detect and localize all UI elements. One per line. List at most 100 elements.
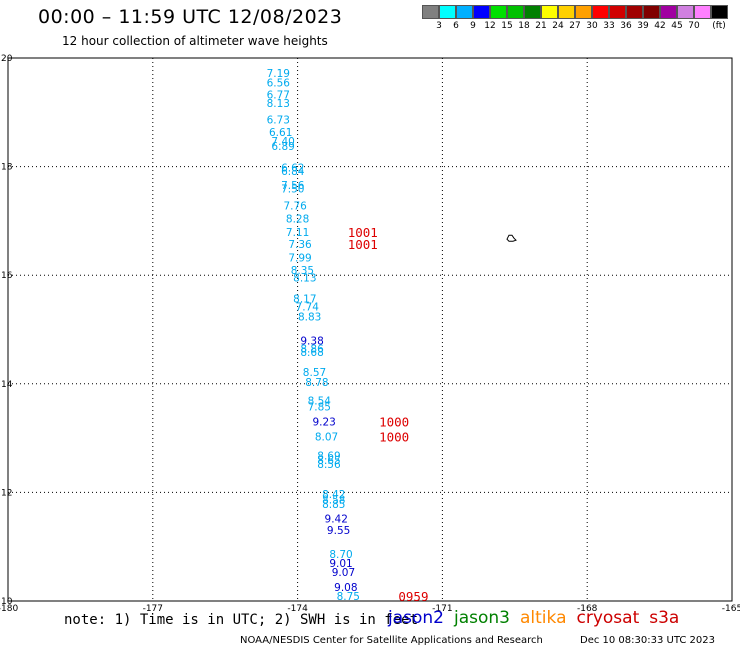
y-tick-label: 14	[1, 380, 13, 390]
pass-time-label: 1001	[348, 237, 378, 252]
color-scale-swatch	[643, 5, 660, 19]
page-subtitle: 12 hour collection of altimeter wave hei…	[62, 34, 328, 48]
color-scale-swatch	[456, 5, 473, 19]
wave-height-label: 6.56	[267, 77, 291, 89]
wave-height-label: 9.42	[325, 513, 348, 525]
y-tick-label: 10	[1, 597, 13, 607]
pass-time-label: 1000	[379, 429, 409, 444]
wave-height-label: 6.61	[269, 127, 292, 139]
wave-height-label: 8.70	[329, 549, 352, 561]
wave-height-label: 9.01	[329, 558, 352, 570]
color-scale-swatch	[626, 5, 643, 19]
y-tick-label: 16	[1, 271, 13, 281]
x-tick-label: -174	[287, 604, 308, 614]
color-scale: 3 6 9 12 15 18 21 24 27 30 33 36 39 42 45 70 (ft)	[422, 5, 728, 33]
color-scale-label: 45	[671, 21, 683, 31]
y-tick-label: 12	[1, 488, 12, 498]
color-scale-swatch	[422, 5, 439, 19]
wave-height-label: 8.13	[293, 272, 316, 284]
color-scale-swatch	[660, 5, 677, 19]
wave-height-label: 8.17	[293, 294, 316, 306]
color-scale-swatch	[541, 5, 558, 19]
color-scale-label: 18	[518, 21, 530, 31]
color-scale-swatch	[507, 5, 524, 19]
footer-credit: NOAA/NESDIS Center for Satellite Applica…	[240, 635, 543, 646]
wave-height-label: 8.56	[317, 459, 341, 471]
color-scale-swatch	[609, 5, 626, 19]
color-scale-label: 6	[453, 21, 459, 31]
wave-height-label: 6.77	[267, 89, 290, 101]
color-scale-label: 33	[603, 21, 615, 31]
wave-height-label: 8.85	[322, 499, 345, 511]
wave-height-label: 9.38	[300, 335, 323, 347]
footer-timestamp: Dec 10 08:30:33 UTC 2023	[580, 635, 715, 646]
x-tick-label: -168	[577, 604, 598, 614]
wave-height-label: 7.99	[288, 252, 311, 264]
y-tick-label: 20	[1, 54, 13, 64]
wave-height-label: 9.55	[327, 525, 350, 537]
wave-height-label: 8.75	[337, 591, 360, 603]
wave-height-label: 8.65	[317, 455, 340, 467]
wave-height-label: 8.35	[291, 265, 314, 277]
x-tick-label: -165	[722, 604, 740, 614]
color-scale-label: 21	[535, 21, 547, 31]
plot-frame	[7, 57, 733, 602]
wave-height-label: 8.57	[303, 367, 326, 379]
wave-height-label: 8.83	[298, 311, 321, 323]
wave-height-label: 9.23	[312, 416, 335, 428]
wave-height-label: 8.42	[322, 489, 345, 501]
color-scale-label: 9	[470, 21, 476, 31]
wave-height-label: 8.78	[305, 377, 328, 389]
color-scale-label: 27	[569, 21, 581, 31]
wave-height-label: 6.62	[281, 163, 304, 175]
wave-height-label: 7.50	[281, 183, 304, 195]
wave-height-label: 9.07	[332, 567, 355, 579]
color-scale-label: (ft)	[712, 21, 726, 31]
color-scale-label: 24	[552, 21, 564, 31]
legend-altika: altika	[520, 608, 567, 628]
x-tick-label: -177	[143, 604, 163, 614]
wave-height-label: 7.19	[267, 68, 290, 80]
pass-time-label: 0959	[398, 589, 428, 604]
legend-cryosat: cryosat	[576, 608, 640, 628]
color-scale-swatch	[711, 5, 728, 19]
wave-height-label: 8.69	[317, 450, 340, 462]
wave-height-label: 8.86	[300, 344, 324, 356]
wave-height-label: 7.56	[281, 180, 305, 192]
color-scale-swatch	[473, 5, 490, 19]
x-tick-label: -180	[0, 604, 18, 614]
wave-height-label: 7.76	[283, 201, 307, 213]
wave-height-label: 6.89	[271, 141, 294, 153]
wave-height-label: 8.58	[322, 494, 345, 506]
wave-height-label: 8.07	[315, 431, 338, 443]
island-outline	[506, 234, 517, 242]
wave-height-label: 8.28	[286, 214, 309, 226]
color-scale-label: 30	[586, 21, 598, 31]
wave-height-label: 7.11	[286, 227, 309, 239]
color-scale-swatch	[677, 5, 694, 19]
color-scale-swatch	[524, 5, 541, 19]
wave-height-label: 9.08	[334, 582, 357, 594]
color-scale-swatch	[490, 5, 507, 19]
color-scale-labels: 3 6 9 12 15 18 21 24 27 30 33 36 39 42 45 70 (ft)	[422, 19, 728, 33]
wave-height-label: 6.84	[281, 166, 305, 178]
wave-height-label: 7.85	[308, 402, 331, 414]
wave-height-label: 7.36	[288, 239, 312, 251]
legend-jason3: jason3	[454, 608, 510, 628]
color-scale-label: 12	[484, 21, 496, 31]
pass-time-label: 1000	[379, 414, 409, 429]
color-scale-swatches	[422, 5, 728, 19]
color-scale-label: 42	[654, 21, 666, 31]
color-scale-swatch	[558, 5, 575, 19]
wave-height-label: 7.74	[296, 302, 320, 314]
color-scale-swatch	[592, 5, 609, 19]
wave-height-label: 6.73	[267, 114, 290, 126]
y-tick-label: 18	[1, 163, 13, 173]
wave-height-label: 8.13	[267, 98, 290, 110]
color-scale-swatch	[439, 5, 456, 19]
color-scale-label: 15	[501, 21, 513, 31]
legend-s3a: s3a	[649, 608, 680, 628]
color-scale-label: 39	[637, 21, 649, 31]
color-scale-label: 36	[620, 21, 632, 31]
